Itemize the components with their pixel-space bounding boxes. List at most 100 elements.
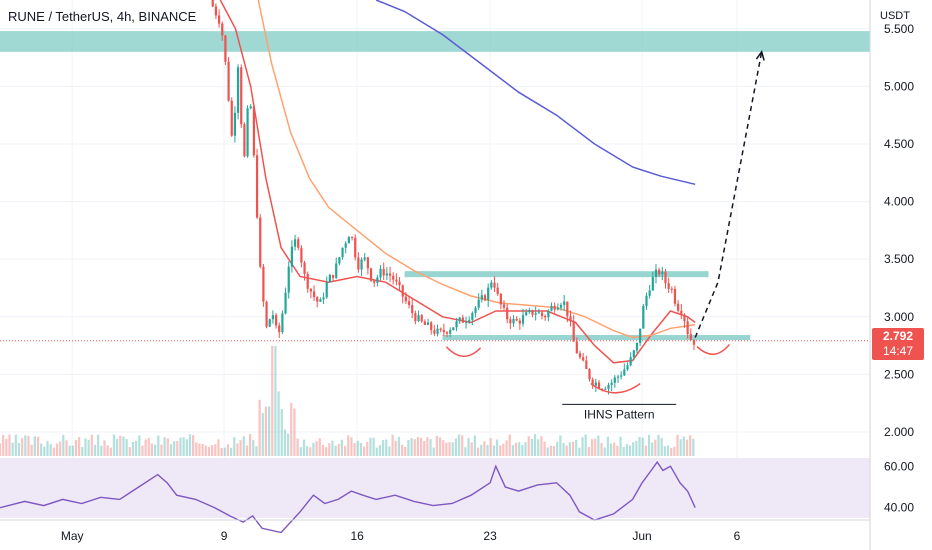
candle-body bbox=[430, 322, 433, 331]
volume-bar bbox=[362, 446, 366, 456]
volume-bar bbox=[644, 445, 647, 456]
candle-body bbox=[316, 297, 319, 302]
candle-body bbox=[246, 108, 249, 157]
candle-body bbox=[677, 303, 680, 311]
candle-body bbox=[376, 277, 379, 283]
volume-bar bbox=[381, 440, 385, 456]
volume-bar bbox=[90, 434, 93, 456]
candle-body bbox=[556, 307, 559, 310]
candle-body bbox=[461, 317, 464, 323]
candle-body bbox=[512, 318, 515, 324]
volume-bar bbox=[40, 443, 43, 456]
volume-bar bbox=[692, 438, 695, 456]
ma-mid-line bbox=[257, 0, 696, 339]
candle-body bbox=[341, 247, 344, 258]
volume-bar bbox=[689, 435, 692, 456]
candle-body bbox=[544, 316, 547, 318]
volume-bar bbox=[43, 446, 46, 456]
volume-bar bbox=[666, 445, 670, 456]
time-tick-label: 9 bbox=[221, 529, 228, 543]
candle-body bbox=[350, 237, 354, 239]
volume-bar bbox=[451, 442, 454, 456]
candle-body bbox=[255, 155, 259, 218]
candle-body bbox=[442, 329, 445, 333]
volume-bar bbox=[609, 443, 613, 456]
candle-body bbox=[366, 257, 369, 269]
volume-bar bbox=[17, 442, 21, 456]
volume-bar bbox=[448, 442, 451, 456]
candle-body bbox=[436, 328, 439, 334]
volume-bar bbox=[372, 437, 375, 456]
candle-body bbox=[575, 341, 578, 354]
volume-bar bbox=[359, 442, 363, 456]
candle-body bbox=[686, 321, 689, 335]
candle-body bbox=[553, 305, 556, 310]
volume-bar bbox=[267, 406, 271, 456]
candle-body bbox=[433, 330, 436, 334]
candle-body bbox=[499, 293, 502, 305]
volume-bar bbox=[55, 443, 59, 456]
volume-bar bbox=[277, 391, 280, 456]
candle-body bbox=[534, 313, 537, 315]
candle-body bbox=[483, 295, 487, 301]
volume-bar bbox=[635, 440, 638, 456]
volume-bar bbox=[663, 446, 666, 456]
candle-body bbox=[464, 321, 468, 323]
volume-bar bbox=[49, 444, 52, 456]
volume-bar bbox=[628, 445, 632, 456]
volume-bar bbox=[21, 438, 24, 456]
volume-bar bbox=[530, 438, 533, 456]
volume-bar bbox=[410, 438, 413, 456]
volume-bar bbox=[353, 443, 356, 456]
candle-body bbox=[635, 342, 639, 351]
price-tick-label: 5.000 bbox=[884, 79, 914, 93]
ma-slow-line bbox=[375, 0, 696, 186]
candle-body bbox=[300, 247, 303, 263]
volume-bar bbox=[426, 437, 429, 456]
rsi-tick-label: 40.00 bbox=[884, 501, 914, 515]
volume-bar bbox=[245, 445, 249, 456]
volume-bar bbox=[416, 436, 420, 456]
volume-bar bbox=[489, 438, 492, 456]
volume-bar bbox=[394, 440, 397, 456]
volume-bar bbox=[685, 439, 689, 456]
volume-bar bbox=[125, 439, 128, 456]
volume-bar bbox=[673, 446, 676, 456]
candle-body bbox=[426, 322, 430, 325]
head-arc bbox=[590, 382, 641, 394]
volume-bar bbox=[587, 447, 590, 456]
volume-bar bbox=[147, 437, 150, 456]
volume-bar bbox=[552, 446, 556, 456]
volume-bar bbox=[549, 445, 552, 456]
volume-bar bbox=[65, 440, 68, 456]
volume-bar bbox=[597, 435, 600, 456]
candle-body bbox=[578, 353, 582, 358]
volume-bar bbox=[169, 444, 173, 456]
volume-bar bbox=[36, 436, 40, 456]
candle-body bbox=[445, 332, 449, 334]
volume-bar bbox=[499, 445, 502, 456]
candle-body bbox=[502, 304, 506, 308]
candle-body bbox=[281, 313, 284, 333]
candle-body bbox=[550, 305, 553, 311]
candle-body bbox=[597, 382, 601, 389]
volume-bar bbox=[622, 446, 625, 456]
volume-bar bbox=[511, 445, 514, 456]
volume-bar bbox=[423, 441, 426, 456]
volume-bar bbox=[438, 437, 442, 456]
volume-bar bbox=[366, 441, 369, 456]
candle-body bbox=[566, 301, 569, 317]
volume-bar bbox=[508, 434, 511, 456]
volume-bar bbox=[84, 438, 87, 456]
candle-body bbox=[265, 301, 268, 327]
candle-body bbox=[331, 274, 335, 278]
volume-bar bbox=[116, 439, 119, 456]
volume-bar bbox=[616, 445, 619, 456]
volume-bar bbox=[641, 437, 644, 456]
volume-bar bbox=[74, 440, 78, 456]
volume-bar bbox=[211, 445, 214, 456]
volume-bar bbox=[397, 436, 401, 456]
candle-body bbox=[452, 327, 455, 331]
volume-bar bbox=[166, 438, 169, 456]
